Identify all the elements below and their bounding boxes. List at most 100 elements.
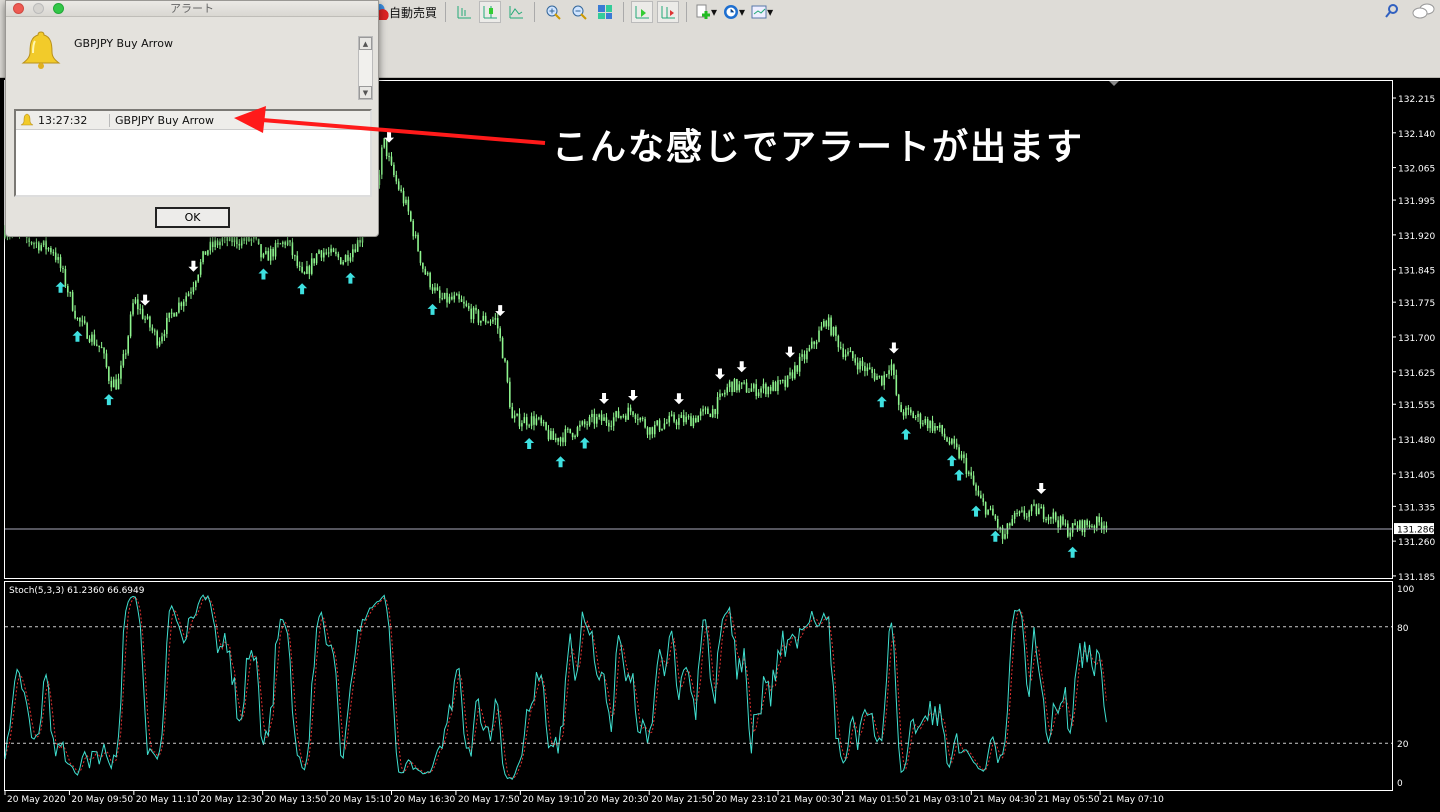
candle [586,424,588,426]
scroll-down-button[interactable]: ▼ [359,86,372,99]
chart-shift-marker [1109,81,1119,86]
candle [704,408,707,410]
candle [871,369,873,373]
close-button[interactable] [13,3,24,14]
candle [1071,523,1074,533]
alert-list-row[interactable]: 13:27:32 GBPJPY Buy Arrow [16,111,370,130]
candle [480,320,482,323]
chat-icon[interactable] [1412,3,1436,19]
auto-scroll-button[interactable] [657,1,680,23]
candle [323,252,325,258]
candle [808,348,811,351]
candle [557,438,559,442]
message-scrollbar[interactable]: ▲ ▼ [358,36,373,100]
candle [166,317,168,335]
candle [301,266,303,273]
candle [651,427,654,435]
candle [149,316,151,328]
candle [624,415,627,420]
candle [569,428,572,433]
bar-chart-button[interactable] [453,1,475,23]
candle [390,156,393,165]
candle [291,242,294,256]
zoom-out-icon [572,5,587,20]
candle [195,281,197,287]
candle [1098,516,1101,523]
zoom-out-button[interactable] [568,1,590,23]
candle [941,425,943,434]
buy-arrow-icon [524,438,535,450]
search-icon[interactable] [1384,3,1400,19]
candle [656,420,658,425]
maximize-button[interactable] [53,3,64,14]
template-icon [751,5,767,19]
candle [900,404,902,413]
candle [603,417,605,421]
buy-arrow-icon [258,268,269,280]
tile-windows-button[interactable] [594,1,616,23]
candle [1035,504,1038,515]
candle [383,138,386,148]
candle [71,292,74,311]
candle [1013,513,1016,519]
auto-trade-button[interactable]: 自動売買 [372,1,438,23]
alert-list[interactable]: 13:27:32 GBPJPY Buy Arrow [14,109,372,197]
candle [687,416,690,418]
candle [393,164,395,176]
candle [842,348,844,357]
candle [284,241,286,245]
zoom-in-icon [546,5,561,20]
chart-window[interactable]: 132.215 132.140 132.065 131.995 131.920 131.8… [0,78,1440,808]
candle [724,392,726,395]
candle [726,387,729,393]
candle [139,308,142,310]
chart-shift-button[interactable] [631,1,654,23]
candle [489,321,492,323]
candle [658,420,661,431]
candle [294,255,296,257]
candle [458,294,460,300]
candle [670,414,673,416]
candle [564,429,567,443]
candle [1021,510,1023,512]
candle [178,302,180,313]
indicators-button[interactable]: ▾ [694,1,718,23]
candle [832,327,835,336]
candle [269,248,272,261]
candle [429,272,431,288]
candle [994,515,997,519]
candle [716,397,719,415]
candle [533,416,535,425]
candle [122,354,125,366]
candle [1083,520,1086,533]
sell-arrow-icon [628,389,639,401]
minimize-button[interactable] [33,3,44,14]
candle [914,417,917,419]
candle [598,414,601,418]
candlestick-chart-button[interactable] [479,1,502,23]
candle [579,424,581,428]
candle [472,307,475,320]
scroll-up-button[interactable]: ▲ [359,37,372,50]
zoom-in-button[interactable] [542,1,564,23]
candle [315,253,318,264]
candle [888,370,890,375]
candle [627,407,629,420]
candle [310,258,313,274]
candle [709,413,712,417]
candle [108,367,110,381]
candle [144,318,146,320]
candle [996,518,999,528]
candle [1086,520,1088,526]
line-chart-button[interactable] [505,1,527,23]
buy-arrow-icon [345,272,356,284]
candle [567,428,569,430]
alert-time: 13:27:32 [38,113,110,127]
periods-button[interactable]: ▾ [722,1,746,23]
templates-button[interactable]: ▾ [750,1,774,23]
candle [349,257,352,261]
ok-button[interactable]: OK [155,207,230,228]
candle [617,411,620,418]
sell-arrow-icon [673,393,684,405]
candle [424,268,427,275]
